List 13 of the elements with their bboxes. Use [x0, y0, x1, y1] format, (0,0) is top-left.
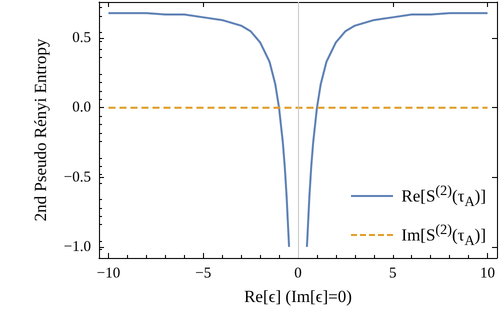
y-axis-title: 2nd Pseudo Rényi Entropy: [31, 38, 50, 222]
x-axis-title: Re[ϵ] (Im[ϵ]=0): [244, 287, 352, 306]
y-tick-label: 0.0: [72, 100, 91, 116]
x-tick-label: 5: [389, 266, 397, 282]
x-tick-label: 0: [294, 266, 302, 282]
y-tick-label: −0.5: [64, 169, 91, 186]
x-tick-label: −5: [195, 266, 212, 282]
y-tick-label: 0.5: [72, 30, 91, 46]
y-tick-label: −1.0: [64, 238, 91, 255]
x-tick-label: 10: [480, 266, 496, 282]
x-tick-label: −10: [96, 266, 120, 282]
legend-label: Im[S$^{(2)}$(τ$_{A}$)]: [401, 220, 486, 251]
legend-label: Re[S$^{(2)}$(τ$_{A}$)]: [401, 182, 486, 212]
